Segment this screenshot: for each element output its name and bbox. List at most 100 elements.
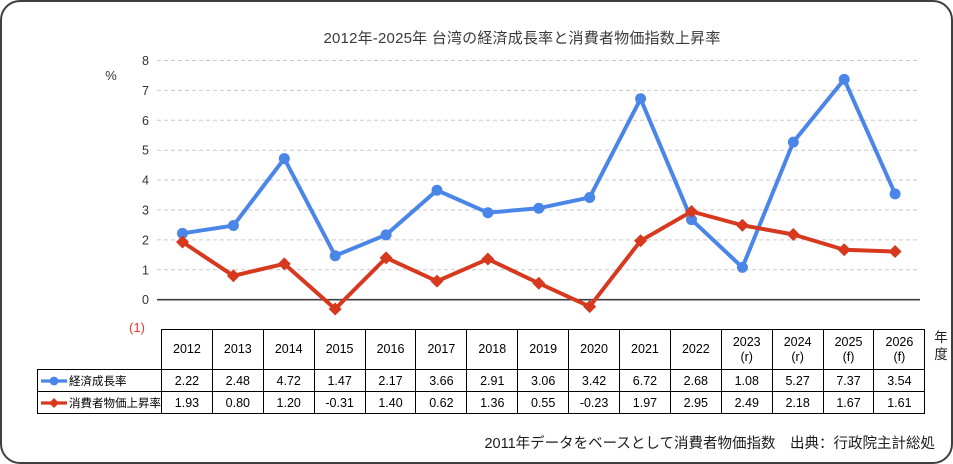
cpi-point-2021 [634,234,648,248]
year-header-2017: 2017 [415,329,468,370]
year-header-2021: 2021 [619,329,671,370]
year-header-2018: 2018 [466,329,519,370]
value-cell-2022: 2.68 [669,369,722,392]
value-cell-2017: 0.62 [415,391,468,414]
value-cell-2018: 2.91 [466,369,519,392]
y-tick-label: 1 [142,263,149,277]
footnote-marker: (1) [129,320,145,335]
year-header-2022: 2022 [669,329,722,370]
y-tick-label: 5 [142,144,149,158]
value-cell-2012: 2.22 [161,369,213,392]
value-cell-2026: 3.54 [873,369,926,392]
value-cell-2015: -0.31 [313,391,366,414]
value-cell-2020: -0.23 [568,391,621,414]
value-cell-2013: 0.80 [211,391,264,414]
growth-point-2016 [380,229,392,241]
y-axis-unit-label: % [105,68,117,83]
chart-title: 2012年-2025年 台湾の経済成長率と消費者物価指数上昇率 [323,30,721,47]
y-tick-label: 6 [142,114,149,128]
growth-point-2026 [889,188,901,200]
cpi-legend-icon [41,397,67,408]
cpi-point-2013 [226,269,240,283]
cpi-point-2023 [735,218,749,232]
growth-point-2017 [431,184,443,196]
value-cell-2023: 1.08 [720,369,773,392]
value-cell-2020: 3.42 [568,369,621,392]
year-header-2016: 2016 [364,329,417,370]
y-tick-label: 8 [142,54,149,68]
year-header-2019: 2019 [517,329,570,370]
cpi-point-2016 [379,251,393,265]
value-cell-2024: 2.18 [771,391,824,414]
growth-point-2013 [227,220,239,232]
legend-growth-rate: 経済成長率 [37,369,162,392]
value-cell-2018: 1.36 [466,391,519,414]
growth-point-2014 [278,153,290,165]
year-header-2024: 2024 (r) [771,329,824,370]
growth-point-2012 [177,227,188,239]
cpi-point-2022 [685,204,698,218]
legend-cpi: 消費者物価上昇率 [37,391,162,414]
cpi-point-2019 [532,276,546,290]
cpi-point-2018 [481,252,495,266]
y-tick-label: 4 [142,174,149,188]
x-axis-label: 年度 [934,330,948,362]
growth-point-2023 [736,261,748,273]
y-tick-label: 7 [142,84,149,98]
growth-point-2019 [533,202,545,214]
data-table: 2012 2013 2014 2015 2016 2017 2018 2019 2020 2021… [37,329,926,414]
value-cell-2024: 5.27 [771,369,824,392]
cpi-point-2024 [786,228,800,242]
growth-point-2021 [635,93,647,105]
growth-point-2015 [329,250,341,262]
value-cell-2019: 3.06 [517,369,570,392]
cpi-point-2025 [837,243,851,257]
year-header-2014: 2014 [262,329,315,370]
value-cell-2025: 7.37 [822,369,875,392]
source-note: 2011年データをベースとして消費者物価指数 出典：行政院主計総処 [484,436,935,452]
data-table-wrap: 2012 2013 2014 2015 2016 2017 2018 2019 2020 2021… [37,329,926,414]
cpi-point-2026 [888,245,902,259]
growth-point-2024 [787,136,799,148]
legend-label: 経済成長率 [69,375,127,388]
year-header-2012: 2012 [161,329,213,370]
line-chart: 8 7 6 5 4 3 2 1 0 [142,54,920,316]
y-tick-label: 0 [142,293,149,307]
value-cell-2022: 2.95 [669,391,722,414]
growth-rate-line [180,77,898,270]
cpi-point-2020 [583,300,597,314]
value-cell-2023: 2.49 [720,391,773,414]
value-cell-2016: 2.17 [364,369,417,392]
year-header-2013: 2013 [211,329,264,370]
growth-point-2018 [482,207,494,219]
table-row: 消費者物価上昇率 1.93 0.80 1.20 -0.31 1.40 0.62 1.36 0.5… [37,391,926,414]
growth-point-2022 [686,214,697,226]
year-header-2020: 2020 [568,329,621,370]
cpi-point-2017 [430,274,444,288]
legend-label: 消費者物価上昇率 [69,397,161,410]
value-cell-2019: 0.55 [517,391,570,414]
y-tick-label: 3 [142,204,149,218]
table-corner-blank [38,330,162,370]
value-cell-2021: 6.72 [619,369,671,392]
cpi-line [180,209,898,311]
value-cell-2013: 2.48 [211,369,264,392]
y-tick-label: 2 [142,233,149,247]
year-header-2023: 2023 (r) [720,329,773,370]
growth-legend-icon [41,376,67,385]
value-cell-2012: 1.93 [161,391,213,414]
table-row: 経済成長率 2.22 2.48 4.72 1.47 2.17 3.66 2.91 3.06 3.4… [37,369,926,392]
year-header-2026: 2026 (f) [873,329,926,370]
value-cell-2026: 1.61 [873,391,926,414]
value-cell-2016: 1.40 [364,391,417,414]
value-cell-2015: 1.47 [313,369,366,392]
value-cell-2021: 1.97 [619,391,671,414]
value-cell-2014: 4.72 [262,369,315,392]
cpi-point-2014 [277,257,291,271]
growth-point-2020 [584,191,596,203]
value-cell-2014: 1.20 [262,391,315,414]
cpi-point-2015 [328,302,342,316]
cpi-point-2012 [176,235,189,249]
value-cell-2025: 1.67 [822,391,875,414]
